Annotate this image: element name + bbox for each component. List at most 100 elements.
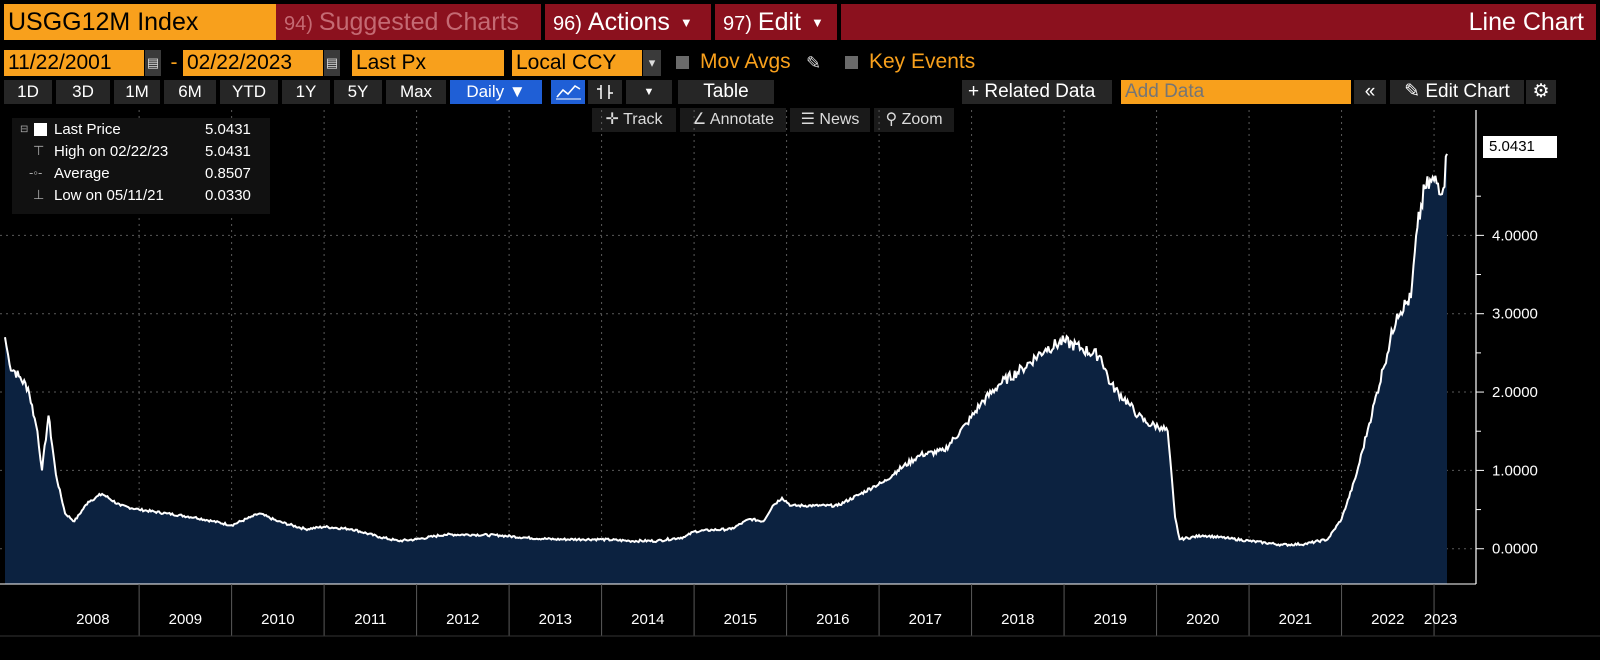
last-price-swatch xyxy=(34,123,47,136)
annotate-label: Annotate xyxy=(709,111,774,128)
x-tick-label: 2011 xyxy=(354,611,386,628)
gear-icon[interactable]: ⚙ xyxy=(1526,80,1556,104)
x-tick-label: 2012 xyxy=(446,611,479,628)
actions-number: 96) xyxy=(553,13,582,35)
plus-icon: + xyxy=(968,81,980,102)
zoom-button[interactable]: ⚲ Zoom xyxy=(874,108,954,132)
pencil-icon: ✎ xyxy=(1404,81,1421,102)
chart-type-label: Line Chart xyxy=(1468,8,1584,36)
y-tick-label: 4.0000 xyxy=(1492,227,1538,244)
calendar-icon[interactable]: ▤ xyxy=(324,50,340,76)
x-tick-label: 2021 xyxy=(1279,611,1312,628)
horizontal-gridlines xyxy=(0,234,1476,550)
x-tick-label: 2008 xyxy=(76,611,109,628)
x-tick-label: 2022 xyxy=(1371,611,1404,628)
low-value: 0.0330 xyxy=(205,187,251,204)
frequency-select[interactable]: Daily ▼ xyxy=(450,80,542,104)
last-price-label: Last Price xyxy=(54,121,121,138)
crosshair-icon: ✛ xyxy=(605,111,619,128)
last-value-tag: 5.0431 xyxy=(1483,136,1557,158)
magnifier-icon: ⚲ xyxy=(885,111,898,128)
x-tick-label: 2010 xyxy=(261,611,294,628)
x-tick-label: 2009 xyxy=(169,611,202,628)
price-area xyxy=(5,153,1447,584)
period-5y-button[interactable]: 5Y xyxy=(334,80,382,104)
annotate-button[interactable]: ∠ Annotate xyxy=(680,108,786,132)
suggested-charts-number: 94) xyxy=(284,13,313,35)
suggested-charts-label: Suggested Charts xyxy=(318,8,520,36)
track-label: Track xyxy=(623,111,663,128)
period-max-button[interactable]: Max xyxy=(386,80,446,104)
currency-select[interactable]: Local CCY xyxy=(512,50,642,76)
line-chart-icon[interactable] xyxy=(551,80,585,104)
period-ytd-button[interactable]: YTD xyxy=(220,80,278,104)
period-1d-button[interactable]: 1D xyxy=(4,80,52,104)
high-value: 5.0431 xyxy=(205,143,251,160)
news-icon: ☰ xyxy=(800,111,815,128)
mov-avgs-checkbox[interactable] xyxy=(676,56,689,69)
key-events-checkbox[interactable] xyxy=(845,56,858,69)
price-line xyxy=(4,153,1448,548)
edit-label: Edit xyxy=(757,8,801,36)
x-axis-ticks: 2008 2009 2010 2011 2012 2013 2014 2015 2016 2017… xyxy=(0,584,1600,637)
candlestick-icon[interactable] xyxy=(588,80,622,104)
ticker-field[interactable]: USGG12M Index xyxy=(4,4,276,40)
frequency-label: Daily xyxy=(466,82,505,101)
date-separator: - xyxy=(170,51,178,74)
key-events-label[interactable]: Key Events xyxy=(869,50,976,73)
mov-avgs-label[interactable]: Mov Avgs xyxy=(700,50,791,73)
x-tick-label: 2017 xyxy=(909,611,942,628)
edit-number: 97) xyxy=(723,13,752,35)
collapse-icon[interactable]: ⊟ xyxy=(20,124,29,135)
x-tick-label: 2018 xyxy=(1001,611,1034,628)
period-6m-button[interactable]: 6M xyxy=(164,80,216,104)
low-label: Low on 05/11/21 xyxy=(54,187,164,204)
period-3d-button[interactable]: 3D xyxy=(56,80,110,104)
x-tick-label: 2019 xyxy=(1094,611,1127,628)
edit-menu[interactable]: 97) Edit ▼ xyxy=(715,4,837,40)
x-tick-label: 2016 xyxy=(816,611,849,628)
x-tick-label: 2013 xyxy=(539,611,572,628)
end-date-field[interactable]: 02/22/2023 xyxy=(183,50,323,76)
edit-chart-button[interactable]: ✎ Edit Chart xyxy=(1390,80,1524,104)
period-1m-button[interactable]: 1M xyxy=(114,80,160,104)
chevron-down-icon: ▼ xyxy=(679,15,693,31)
chart-style-chevron-icon[interactable]: ▼ xyxy=(626,80,672,104)
chart-type-bar: Line Chart xyxy=(841,4,1596,40)
period-1y-button[interactable]: 1Y xyxy=(282,80,330,104)
average-value: 0.8507 xyxy=(205,165,251,182)
pencil-icon[interactable]: ✎ xyxy=(806,53,822,73)
high-marker-icon: ⊤ xyxy=(33,143,45,158)
y-tick-label: 1.0000 xyxy=(1492,462,1538,479)
low-marker-icon: ⊥ xyxy=(33,187,45,202)
x-tick-label: 2023 xyxy=(1424,611,1457,628)
x-tick-label: 2020 xyxy=(1186,611,1219,628)
price-field-select[interactable]: Last Px xyxy=(352,50,504,76)
y-tick-label: 0.0000 xyxy=(1492,541,1538,558)
actions-label: Actions xyxy=(587,8,670,36)
news-button[interactable]: ☰ News xyxy=(790,108,870,132)
edit-chart-label: Edit Chart xyxy=(1425,81,1510,102)
average-marker-icon: -◦- xyxy=(29,165,43,180)
add-data-input[interactable] xyxy=(1121,80,1351,104)
chart-legend: ⊟ Last Price 5.0431 ⊤ High on 02/22/23 5… xyxy=(12,118,270,214)
last-price-value: 5.0431 xyxy=(205,121,251,138)
start-date-field[interactable]: 11/22/2001 xyxy=(4,50,144,76)
track-button[interactable]: ✛ Track xyxy=(592,108,676,132)
zoom-label: Zoom xyxy=(901,111,943,128)
average-label: Average xyxy=(54,165,110,182)
chevron-down-icon[interactable]: ▾ xyxy=(643,50,661,76)
y-tick-label: 3.0000 xyxy=(1492,306,1538,323)
x-tick-label: 2014 xyxy=(631,611,664,628)
suggested-charts-menu[interactable]: 94) Suggested Charts xyxy=(276,4,541,40)
calendar-icon[interactable]: ▤ xyxy=(145,50,161,76)
chevron-down-icon: ▼ xyxy=(811,15,824,31)
related-data-button[interactable]: + Related Data xyxy=(962,80,1112,104)
y-axis-ticks: 0.0000 1.0000 2.0000 3.0000 4.0000 xyxy=(1476,195,1538,558)
annotate-icon: ∠ xyxy=(692,111,707,128)
collapse-icon[interactable]: « xyxy=(1354,80,1386,104)
y-tick-label: 2.0000 xyxy=(1492,384,1538,401)
actions-menu[interactable]: 96) Actions ▼ xyxy=(545,4,711,40)
table-button[interactable]: Table xyxy=(678,80,774,104)
